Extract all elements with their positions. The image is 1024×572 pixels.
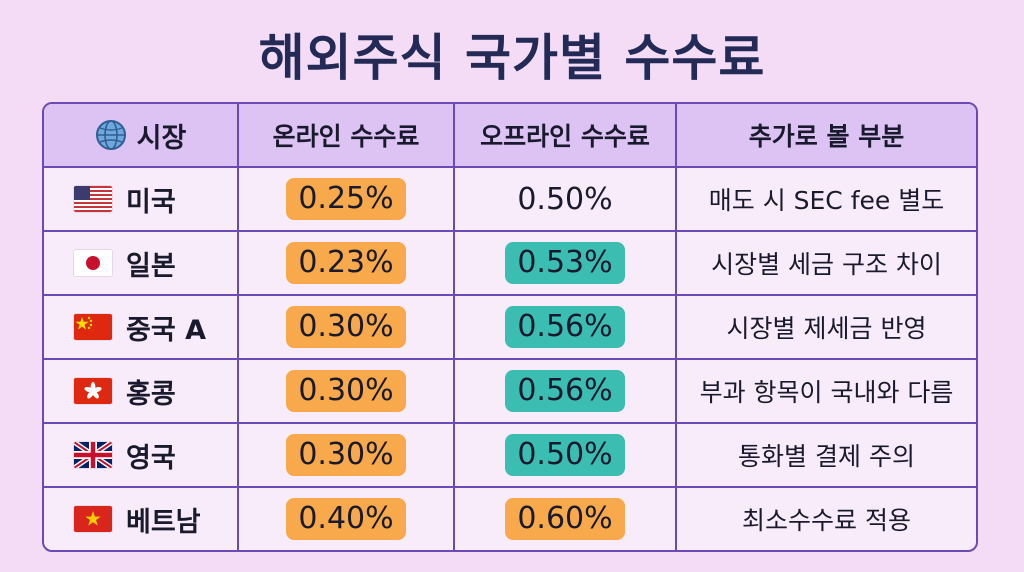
market-name: 홍콩 <box>126 378 176 410</box>
market-name: 일본 <box>126 250 176 282</box>
header-extra: 추가로 볼 부분 <box>675 104 976 166</box>
vietnam-flag-icon <box>74 506 112 532</box>
table-row: 일본 0.23% 0.53% 시장별 세금 구조 차이 <box>44 230 976 294</box>
header-online: 온라인 수수료 <box>237 104 453 166</box>
market-name: 중국 A <box>126 314 206 346</box>
extra-note: 통화별 결제 주의 <box>675 424 976 486</box>
hongkong-flag-icon <box>74 378 112 404</box>
online-fee: 0.25% <box>286 178 406 220</box>
offline-fee: 0.50% <box>505 434 625 476</box>
online-fee-cell: 0.30% <box>237 296 453 358</box>
header-market-label: 시장 <box>136 122 187 154</box>
offline-fee-cell: 0.50% <box>453 424 675 486</box>
offline-fee: 0.53% <box>505 242 625 284</box>
market-cell: 홍콩 <box>44 360 237 422</box>
offline-fee: 0.56% <box>505 306 625 348</box>
table-header-row: 시장 온라인 수수료 오프라인 수수료 추가로 볼 부분 <box>44 104 976 166</box>
market-cell: 미국 <box>44 168 237 230</box>
offline-fee: 0.56% <box>505 370 625 412</box>
online-fee: 0.40% <box>286 498 406 540</box>
uk-flag-icon <box>74 442 112 468</box>
table-row: 베트남 0.40% 0.60% 최소수수료 적용 <box>44 486 976 550</box>
market-cell: 베트남 <box>44 488 237 550</box>
market-name: 베트남 <box>126 506 201 538</box>
table-row: 미국 0.25% 0.50% 매도 시 SEC fee 별도 <box>44 166 976 230</box>
market-cell: 영국 <box>44 424 237 486</box>
table-row: 영국 0.30% 0.50% 통화별 결제 주의 <box>44 422 976 486</box>
us-flag-icon <box>74 186 112 212</box>
online-fee-cell: 0.23% <box>237 232 453 294</box>
offline-fee-cell: 0.60% <box>453 488 675 550</box>
extra-note: 시장별 제세금 반영 <box>675 296 976 358</box>
extra-note: 부과 항목이 국내와 다름 <box>675 360 976 422</box>
online-fee: 0.30% <box>286 434 406 476</box>
offline-fee: 0.60% <box>505 498 625 540</box>
online-fee-cell: 0.30% <box>237 424 453 486</box>
page-title: 해외주식 국가별 수수료 <box>258 29 766 87</box>
market-name: 영국 <box>126 442 176 474</box>
offline-fee-cell: 0.53% <box>453 232 675 294</box>
fee-table: 시장 온라인 수수료 오프라인 수수료 추가로 볼 부분 미국 0.25% 0.… <box>42 102 978 552</box>
online-fee: 0.30% <box>286 306 406 348</box>
market-cell: 일본 <box>44 232 237 294</box>
extra-note: 매도 시 SEC fee 별도 <box>675 168 976 230</box>
extra-note: 최소수수료 적용 <box>675 488 976 550</box>
table-row: 중국 A 0.30% 0.56% 시장별 제세금 반영 <box>44 294 976 358</box>
offline-fee-cell: 0.56% <box>453 360 675 422</box>
japan-flag-icon <box>74 250 112 276</box>
header-market: 시장 <box>44 104 237 166</box>
online-fee: 0.30% <box>286 370 406 412</box>
extra-note: 시장별 세금 구조 차이 <box>675 232 976 294</box>
header-offline: 오프라인 수수료 <box>453 104 675 166</box>
china-flag-icon <box>74 314 112 340</box>
online-fee-cell: 0.30% <box>237 360 453 422</box>
offline-fee: 0.50% <box>517 181 613 217</box>
market-name: 미국 <box>126 186 176 218</box>
table-row: 홍콩 0.30% 0.56% 부과 항목이 국내와 다름 <box>44 358 976 422</box>
market-cell: 중국 A <box>44 296 237 358</box>
offline-fee-cell: 0.50% <box>453 168 675 230</box>
offline-fee-cell: 0.56% <box>453 296 675 358</box>
globe-icon <box>95 120 126 150</box>
online-fee-cell: 0.40% <box>237 488 453 550</box>
online-fee-cell: 0.25% <box>237 168 453 230</box>
online-fee: 0.23% <box>286 242 406 284</box>
